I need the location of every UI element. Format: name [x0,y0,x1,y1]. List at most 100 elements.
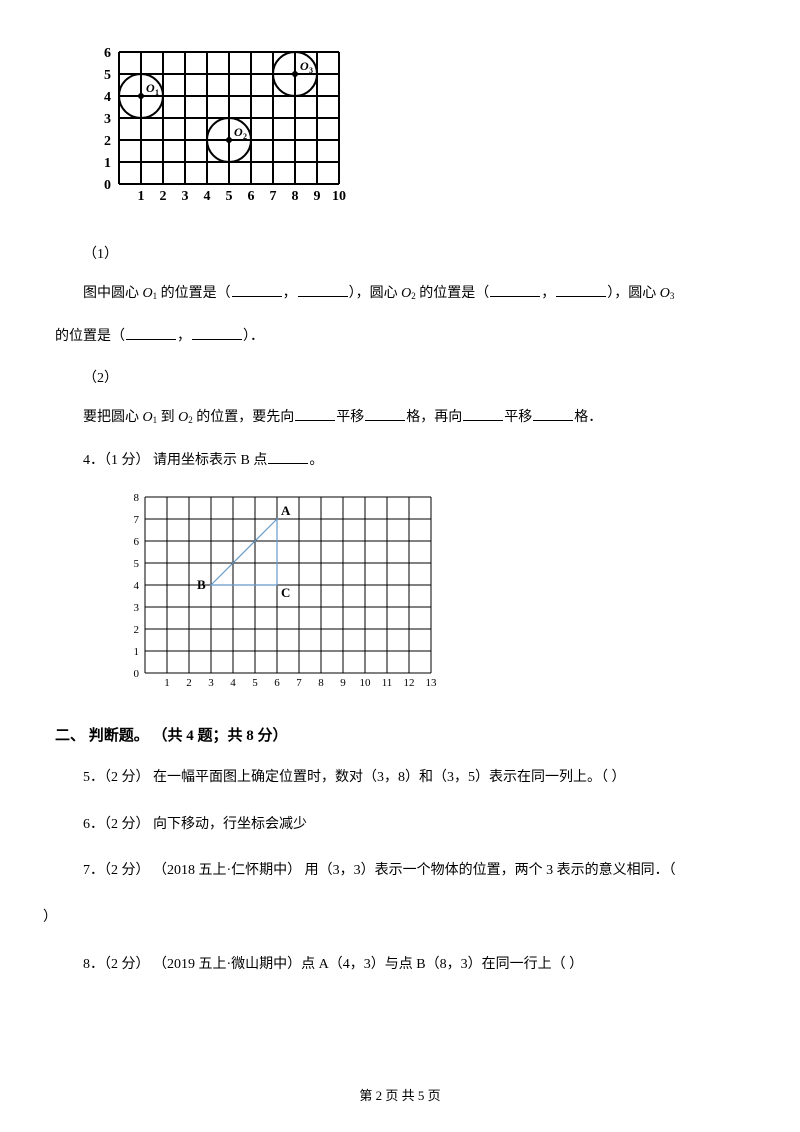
svg-text:O: O [234,125,243,139]
svg-text:6: 6 [104,46,111,61]
question-1-sub1: 图中圆心 O1 的位置是（，），圆心 O2 的位置是（，），圆心 O3 [55,279,745,310]
txt: ），圆心 [349,286,402,301]
blank [298,281,348,296]
svg-text:2: 2 [186,677,192,689]
svg-text:A: A [281,503,291,518]
svg-text:10: 10 [332,189,346,204]
question-4: 4．（1 分） 请用坐标表示 B 点 。 [55,446,745,477]
sub-3: 3 [670,291,675,301]
sub-label-2: （2） [55,364,745,395]
section-2-heading: 二、 判断题。 （共 4 题；共 8 分） [55,724,745,745]
svg-text:2: 2 [134,624,140,636]
blank [192,324,242,339]
blank [295,406,335,421]
svg-text:8: 8 [292,189,299,204]
txt: ， [283,286,297,301]
svg-text:1: 1 [155,88,159,97]
svg-text:5: 5 [104,68,111,83]
txt: 的位置是（ [55,329,125,344]
txt: 到 [157,410,178,425]
question-6: 6．（2 分） 向下移动，行坐标会减少 [55,810,745,841]
question-1-sub1-tail: 的位置是（ ， ）． [55,322,745,353]
question-8: 8．（2 分） （2019 五上·微山期中）点 A（4，3）与点 B（8，3）在… [55,950,745,981]
blank [268,449,308,464]
blank [232,281,282,296]
var-o2: O [178,410,188,425]
svg-text:2: 2 [160,189,167,204]
svg-text:5: 5 [252,677,258,689]
var-o1: O [143,286,153,301]
svg-text:O: O [146,81,155,95]
txt: 4．（1 分） 请用坐标表示 B 点 [83,453,267,468]
txt: 图中圆心 [83,286,143,301]
svg-text:O: O [300,59,309,73]
svg-text:5: 5 [134,558,140,570]
grid-svg-1: 012345612345678910O1O2O3 [95,40,355,210]
figure-grid-circles: 012345612345678910O1O2O3 [95,40,745,215]
txt: ），圆心 [607,286,660,301]
txt: 格． [574,410,602,425]
blank [365,406,405,421]
svg-text:12: 12 [404,677,415,689]
txt: 平移 [504,410,532,425]
txt: 要把圆心 [83,410,143,425]
svg-text:3: 3 [182,189,189,204]
svg-text:1: 1 [104,156,111,171]
figure-grid-triangle: 01234567812345678910111213ABC [125,489,745,694]
svg-text:2: 2 [104,134,111,149]
svg-text:6: 6 [134,536,140,548]
question-1-sub2: 要把圆心 O1 到 O2 的位置，要先向平移格，再向平移格． [55,403,745,434]
svg-text:0: 0 [134,668,140,680]
txt: 平移 [336,410,364,425]
page-footer: 第 2 页 共 5 页 [0,1085,800,1104]
txt: 的位置是（ [157,286,231,301]
svg-text:B: B [197,577,206,592]
blank [533,406,573,421]
svg-text:1: 1 [164,677,170,689]
var-o2: O [401,286,411,301]
txt: 。 [309,453,323,468]
txt: ， [541,286,555,301]
svg-text:C: C [281,585,290,600]
svg-text:4: 4 [230,677,236,689]
svg-text:13: 13 [426,677,438,689]
blank [463,406,503,421]
svg-text:11: 11 [382,677,393,689]
svg-text:4: 4 [204,189,211,204]
sub-label-1: （1） [55,240,745,271]
svg-text:0: 0 [104,178,111,193]
blank [490,281,540,296]
grid-svg-2: 01234567812345678910111213ABC [125,489,455,689]
svg-text:7: 7 [296,677,302,689]
svg-text:7: 7 [134,514,140,526]
svg-text:3: 3 [134,602,140,614]
svg-text:3: 3 [104,112,111,127]
svg-text:1: 1 [138,189,145,204]
var-o1: O [143,410,153,425]
question-7-close: ） [55,903,745,934]
svg-text:9: 9 [340,677,346,689]
svg-text:3: 3 [208,677,214,689]
svg-text:10: 10 [360,677,372,689]
var-o3: O [660,286,670,301]
svg-text:1: 1 [134,646,140,658]
txt: ， [177,329,191,344]
svg-text:9: 9 [314,189,321,204]
txt: 格，再向 [406,410,462,425]
question-7: 7．（2 分） （2018 五上·仁怀期中） 用（3，3）表示一个物体的位置，两… [55,856,745,887]
svg-text:6: 6 [248,189,255,204]
svg-text:4: 4 [104,90,111,105]
txt: 的位置是（ [416,286,490,301]
svg-text:7: 7 [270,189,277,204]
blank [126,324,176,339]
txt: 的位置，要先向 [193,410,295,425]
svg-text:5: 5 [226,189,233,204]
blank [556,281,606,296]
svg-text:2: 2 [243,132,247,141]
svg-text:3: 3 [309,66,313,75]
svg-text:8: 8 [134,492,140,504]
txt: ）． [243,329,264,344]
svg-text:8: 8 [318,677,324,689]
svg-text:6: 6 [274,677,280,689]
question-5: 5．（2 分） 在一幅平面图上确定位置时，数对（3，8）和（3，5）表示在同一列… [55,763,745,794]
